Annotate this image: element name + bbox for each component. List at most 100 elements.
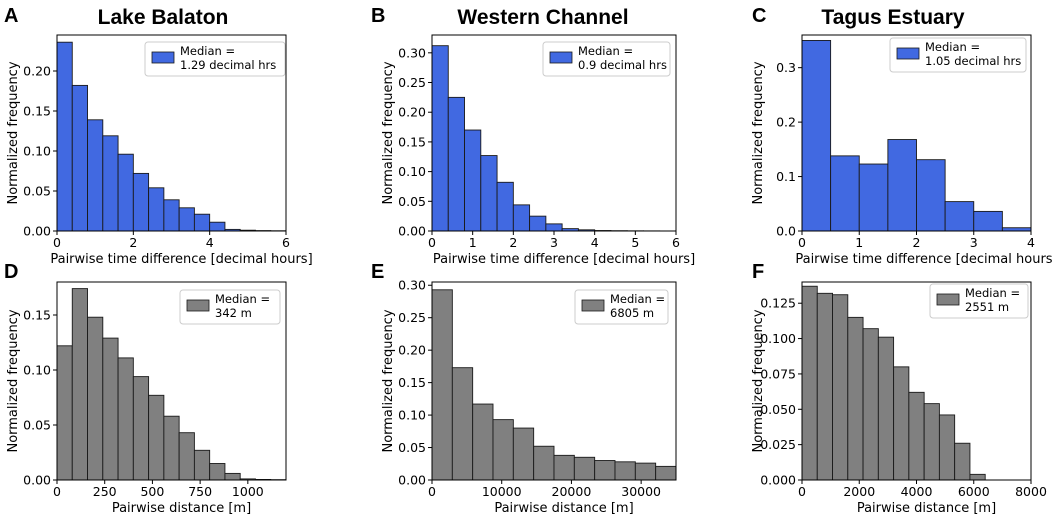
panel-letter: A <box>4 5 18 27</box>
histogram-bar <box>492 419 514 481</box>
site-title-western-channel: Western Channel <box>457 6 628 29</box>
y-tick-label: 0.05 <box>398 440 426 455</box>
histogram-bar <box>614 461 636 481</box>
y-tick-label: 0.10 <box>398 408 426 423</box>
y-tick-label: 0.15 <box>398 134 426 149</box>
histogram-bar <box>87 119 104 232</box>
histogram-bar <box>877 336 895 481</box>
y-axis-label: Normalized frequency <box>751 309 766 452</box>
y-tick-label: 0.050 <box>760 402 796 417</box>
legend-box <box>179 289 281 325</box>
histogram-bar <box>209 221 226 232</box>
legend-box <box>929 283 1029 319</box>
legend-box <box>574 289 669 325</box>
legend-median-label: Median = <box>610 292 665 306</box>
x-tick-label: 10000 <box>482 484 522 499</box>
histogram-bar <box>87 316 104 481</box>
histogram-bar <box>545 223 563 232</box>
y-tick-label: 0.00 <box>398 473 426 488</box>
legend-median-value: 1.05 decimal hrs <box>925 54 1021 68</box>
legend: Median =1.29 decimal hrs <box>144 41 286 77</box>
x-tick-label: 0 <box>798 235 806 250</box>
legend-median-label: Median = <box>215 292 270 306</box>
legend: Median =0.9 decimal hrs <box>542 41 671 77</box>
histogram-bar <box>533 445 555 481</box>
x-tick-label: 2 <box>913 235 921 250</box>
panel-letter: F <box>752 261 764 283</box>
x-tick-label: 20000 <box>552 484 592 499</box>
y-tick-label: 0.125 <box>760 296 796 311</box>
y-tick-label: 0.1 <box>776 169 796 184</box>
x-tick-label: 3 <box>970 235 978 250</box>
histogram-bar <box>916 159 946 232</box>
x-tick-label: 4000 <box>901 484 933 499</box>
histogram-bar <box>573 456 596 481</box>
legend-median-value: 2551 m <box>965 300 1009 314</box>
histogram-bar <box>447 96 465 232</box>
histogram-bar <box>117 153 134 232</box>
histogram-bar <box>634 462 657 481</box>
histogram-bar <box>163 199 180 232</box>
legend-box <box>889 37 1027 73</box>
y-tick-label: 0.15 <box>398 375 426 390</box>
histogram-bar <box>512 204 531 232</box>
histogram-bar <box>923 403 940 481</box>
histogram-bar <box>431 45 449 232</box>
y-tick-label: 0.30 <box>398 45 426 60</box>
legend: Median =6805 m <box>574 289 669 325</box>
histogram-bar <box>908 391 925 481</box>
histogram-bar <box>472 403 494 481</box>
legend-swatch <box>186 299 210 312</box>
panel-a: A 0 2 4 6 0.00 0.05 0.10 0.15 0.20 Pairwise time d… <box>4 5 313 267</box>
y-tick-label: 0.05 <box>398 194 426 209</box>
histogram-bar <box>193 213 211 232</box>
histogram-bar <box>944 201 975 232</box>
legend-swatch <box>151 51 175 64</box>
x-tick-label: 5 <box>631 235 639 250</box>
y-tick-label: 0.15 <box>23 308 51 323</box>
x-tick-label: 4 <box>591 235 599 250</box>
histogram-bar <box>224 472 241 481</box>
x-tick-label: 1000 <box>232 484 264 499</box>
x-tick-label: 6000 <box>958 484 990 499</box>
x-tick-label: 4 <box>206 235 214 250</box>
legend-median-value: 0.9 decimal hrs <box>578 58 667 72</box>
panel-d: D 0 250 500 750 1000 0.00 0.05 0.10 0.15 Pairwise … <box>4 261 287 514</box>
x-tick-label: 2 <box>509 235 517 250</box>
x-tick-label: 1 <box>855 235 863 250</box>
y-axis-label: Normalized frequency <box>381 61 396 204</box>
legend-median-label: Median = <box>180 44 235 58</box>
y-tick-label: 0.025 <box>760 437 796 452</box>
panel-b: B 0 1 2 3 4 5 6 0.00 0.05 0.10 0.15 0.20 0.25 0.30 Pair… <box>371 5 695 267</box>
histogram-bar <box>801 285 818 481</box>
site-title-lake-balaton: Lake Balaton <box>98 6 229 29</box>
y-tick-label: 0.20 <box>398 343 426 358</box>
y-tick-label: 0.100 <box>760 331 796 346</box>
histogram-bar <box>102 337 119 481</box>
legend: Median =1.05 decimal hrs <box>889 37 1027 73</box>
histogram-bar <box>71 288 88 481</box>
y-axis-label: Normalized frequency <box>381 309 396 452</box>
histogram-bar <box>830 155 860 232</box>
x-tick-label: 0 <box>428 235 436 250</box>
y-tick-label: 0.10 <box>23 363 51 378</box>
x-tick-label: 1 <box>469 235 477 250</box>
panel-f: F 0 2000 4000 6000 8000 0.000 0.025 0.050 0.075 0.… <box>751 261 1047 514</box>
legend-swatch <box>936 293 960 306</box>
legend-box <box>542 41 671 77</box>
histogram-bar <box>553 454 575 481</box>
y-tick-label: 0.05 <box>23 184 51 199</box>
panel-letter: E <box>371 261 384 283</box>
histogram-bar <box>512 427 535 481</box>
legend-median-label: Median = <box>578 44 633 58</box>
histogram-bar <box>529 215 547 232</box>
y-tick-label: 0.000 <box>760 473 796 488</box>
x-tick-label: 250 <box>93 484 117 499</box>
y-tick-label: 0.30 <box>398 278 426 293</box>
panel-letter: C <box>752 5 766 27</box>
y-tick-label: 0.20 <box>23 64 51 79</box>
panel-letter: D <box>4 261 18 283</box>
y-axis-label: Normalized frequency <box>751 61 766 204</box>
histogram-bar <box>132 376 150 481</box>
